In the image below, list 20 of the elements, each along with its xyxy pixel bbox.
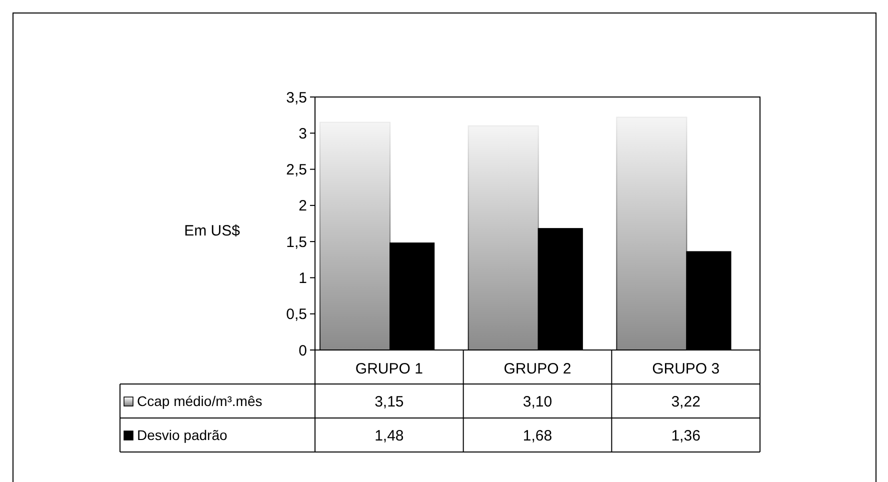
y-tick-label: 3,5	[286, 89, 307, 106]
y-tick-label: 0,5	[286, 306, 307, 324]
data-label: 1,68	[522, 427, 552, 444]
data-label: 3,10	[522, 393, 552, 410]
y-tick-label: 1,5	[286, 234, 307, 251]
y-tick-label: 0	[298, 342, 307, 360]
y-tick-label: 2	[298, 198, 307, 215]
data-label: 1,48	[374, 427, 404, 444]
legend-label: Desvio padrão	[137, 426, 228, 443]
data-label: 3,15	[374, 393, 404, 410]
x-tick-label: GRUPO 1	[355, 360, 423, 378]
x-tick-label: GRUPO 2	[504, 360, 572, 378]
y-axis-title: Em US$	[184, 222, 241, 240]
y-tick-label: 2,5	[286, 162, 307, 179]
data-label: 3,22	[671, 393, 700, 410]
data-label: 1,36	[671, 427, 700, 444]
legend-label: Ccap médio/m³.mês	[137, 392, 262, 409]
y-tick-label: 1	[298, 270, 307, 287]
y-tick-label: 3	[298, 125, 307, 142]
x-tick-label: GRUPO 3	[652, 360, 720, 378]
